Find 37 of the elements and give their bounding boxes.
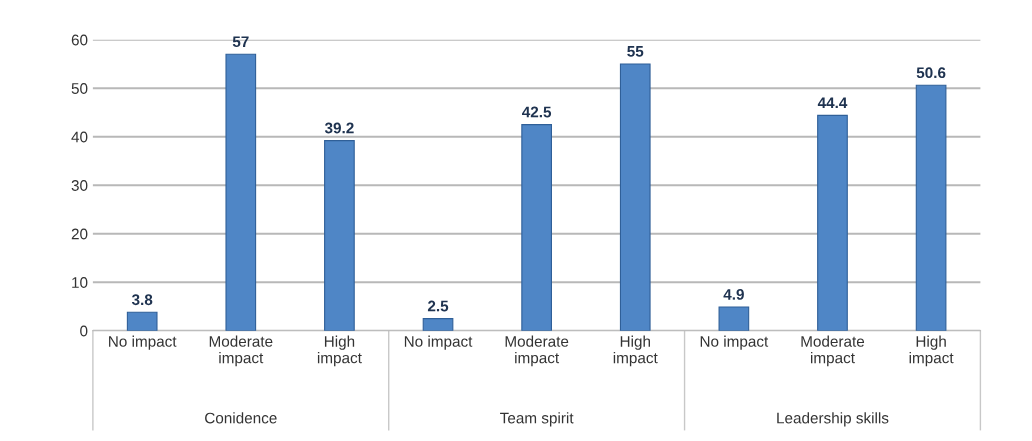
y-tick-label: 30	[71, 180, 88, 191]
x-tick-label: Moderate impact	[801, 335, 865, 367]
data-label: 2.5	[427, 300, 449, 312]
y-tick-label: 40	[71, 131, 88, 143]
text: Team spirit	[500, 412, 574, 427]
x-tick-label: Moderate impact	[505, 335, 569, 367]
bar	[422, 318, 454, 331]
data-label: 55	[627, 46, 644, 57]
text: Conidence	[205, 412, 277, 424]
data-label: 50.6	[916, 67, 946, 79]
x-tick-label: No impact	[700, 335, 769, 350]
data-label: 39.2	[324, 122, 354, 134]
y-tick-label: 60	[71, 34, 88, 46]
y-tick-label: 50	[71, 83, 88, 94]
text: Leadership skills	[777, 412, 889, 427]
y-tick-label: 20	[71, 228, 88, 240]
data-label: 4.9	[723, 288, 744, 300]
bar	[915, 84, 947, 331]
data-label: 44.4	[817, 97, 848, 109]
x-tick-label: High impact	[613, 335, 658, 367]
y-tick-label: 10	[72, 277, 88, 288]
bar	[521, 124, 552, 331]
bar	[718, 306, 750, 331]
x-tick-label: Moderate impact	[209, 335, 273, 367]
data-label: 42.5	[522, 106, 552, 118]
data-label: 57	[232, 36, 249, 48]
bar	[324, 140, 355, 331]
bar	[126, 311, 158, 331]
x-tick-label: High impact	[317, 335, 362, 367]
data-label: 3.8	[131, 294, 153, 306]
bar	[619, 63, 651, 331]
x-tick-label: No impact	[109, 335, 177, 350]
x-tick-label: No impact	[404, 335, 473, 350]
y-tick-label: 0	[80, 325, 88, 337]
bar	[817, 114, 848, 331]
bar	[225, 53, 257, 331]
x-tick-label: High impact	[909, 335, 954, 367]
